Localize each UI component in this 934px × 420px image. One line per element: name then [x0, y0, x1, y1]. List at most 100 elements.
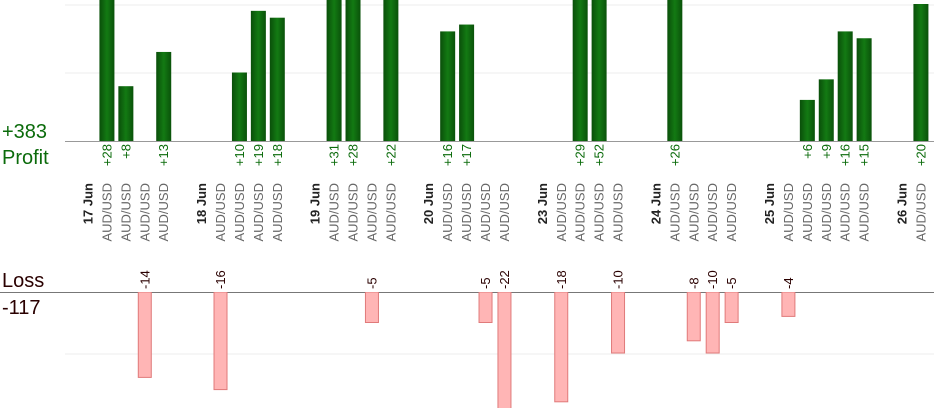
date-label: 17 Jun	[81, 183, 96, 224]
value-label: +20	[913, 144, 928, 166]
loss-bar	[724, 292, 739, 323]
profit-bar	[913, 4, 929, 141]
value-label: +22	[383, 144, 398, 166]
value-label: -16	[213, 270, 228, 289]
profit-bar	[572, 0, 588, 141]
profit-bar	[837, 31, 853, 141]
profit-bar	[667, 0, 683, 142]
value-label: -14	[137, 270, 152, 289]
x-tick-label: AUD/USD	[251, 183, 266, 242]
profit-bar	[269, 17, 285, 142]
x-tick-label: AUD/USD	[497, 183, 512, 242]
value-label: +52	[592, 144, 607, 166]
loss-bar	[554, 292, 569, 403]
profit-bar	[591, 0, 607, 142]
profit-bar	[856, 38, 872, 141]
value-label: +28	[346, 144, 361, 166]
x-tick-label: AUD/USD	[156, 183, 171, 242]
x-tick-label: AUD/USD	[346, 183, 361, 242]
x-tick-label: AUD/USD	[270, 183, 285, 242]
profit-bar	[818, 79, 834, 141]
date-label: 19 Jun	[308, 183, 323, 224]
value-label: -5	[364, 277, 379, 289]
profit-bar	[383, 0, 399, 141]
date-label: 20 Jun	[421, 183, 436, 224]
value-label: +6	[800, 144, 815, 159]
date-label: 26 Jun	[894, 183, 909, 224]
value-label: +16	[440, 144, 455, 166]
profit-bar	[250, 10, 266, 141]
date-label: 18 Jun	[194, 183, 209, 224]
value-label: -10	[705, 270, 720, 289]
loss-total: -117	[2, 297, 41, 319]
loss-bar	[213, 292, 228, 391]
profit-total: +383	[2, 121, 47, 143]
x-tick-label: AUD/USD	[364, 183, 379, 242]
x-tick-label: AUD/USD	[781, 183, 796, 242]
value-label: +18	[270, 144, 285, 166]
value-label: +15	[857, 144, 872, 166]
loss-bar	[364, 292, 379, 323]
value-label: +28	[99, 144, 114, 166]
profit-label: Profit	[2, 147, 49, 169]
value-label: +9	[819, 144, 834, 159]
profit-bar	[459, 24, 475, 141]
profit-bar	[799, 99, 815, 141]
profit-bar	[345, 0, 361, 142]
x-tick-label: AUD/USD	[440, 183, 455, 242]
loss-bar	[497, 292, 512, 408]
value-label: -5	[478, 277, 493, 289]
loss-bar	[137, 292, 152, 378]
loss-bars	[137, 292, 796, 408]
x-tick-label: AUD/USD	[573, 183, 588, 242]
x-tick-label: AUD/USD	[667, 183, 682, 242]
x-tick-label: AUD/USD	[724, 183, 739, 242]
x-tick-label: AUD/USD	[857, 183, 872, 242]
profit-bar	[231, 72, 247, 141]
date-label: 25 Jun	[762, 183, 777, 224]
date-label: 24 Jun	[648, 183, 663, 224]
value-label: +13	[156, 144, 171, 166]
date-label: 23 Jun	[535, 183, 550, 224]
loss-bar	[478, 292, 493, 323]
loss-bar	[781, 292, 796, 317]
value-label: +17	[459, 144, 474, 166]
value-label: -5	[724, 277, 739, 289]
x-tick-label: AUD/USD	[705, 183, 720, 242]
loss-bar	[705, 292, 720, 354]
x-tick-label: AUD/USD	[232, 183, 247, 242]
profit-bar	[156, 51, 172, 142]
value-label: +29	[573, 144, 588, 166]
x-tick-label: AUD/USD	[478, 183, 493, 242]
x-tick-label: AUD/USD	[913, 183, 928, 242]
value-label: -10	[611, 270, 626, 289]
x-tick-label: AUD/USD	[459, 183, 474, 242]
value-label: +19	[251, 144, 266, 166]
x-tick-label: AUD/USD	[592, 183, 607, 242]
x-tick-label: AUD/USD	[838, 183, 853, 242]
value-label: -4	[781, 277, 796, 289]
value-label: +31	[327, 144, 342, 166]
x-tick-label: AUD/USD	[213, 183, 228, 242]
x-tick-label: AUD/USD	[327, 183, 342, 242]
value-label: +16	[838, 144, 853, 166]
x-tick-label: AUD/USD	[800, 183, 815, 242]
profit-bar	[99, 0, 115, 142]
value-label: +8	[118, 144, 133, 159]
x-tick-label: AUD/USD	[819, 183, 834, 242]
value-label: -22	[497, 270, 512, 289]
profit-bar	[118, 86, 134, 141]
loss-bar	[686, 292, 701, 342]
loss-label: Loss	[2, 270, 44, 292]
x-tick-label: AUD/USD	[554, 183, 569, 242]
x-tick-label: AUD/USD	[118, 183, 133, 242]
profit-bar	[326, 0, 342, 142]
value-label: -8	[686, 277, 701, 289]
x-tick-label: AUD/USD	[611, 183, 626, 242]
loss-bar	[611, 292, 626, 354]
x-tick-label: AUD/USD	[99, 183, 114, 242]
profit-bar	[440, 31, 456, 141]
value-label: -18	[554, 270, 569, 289]
